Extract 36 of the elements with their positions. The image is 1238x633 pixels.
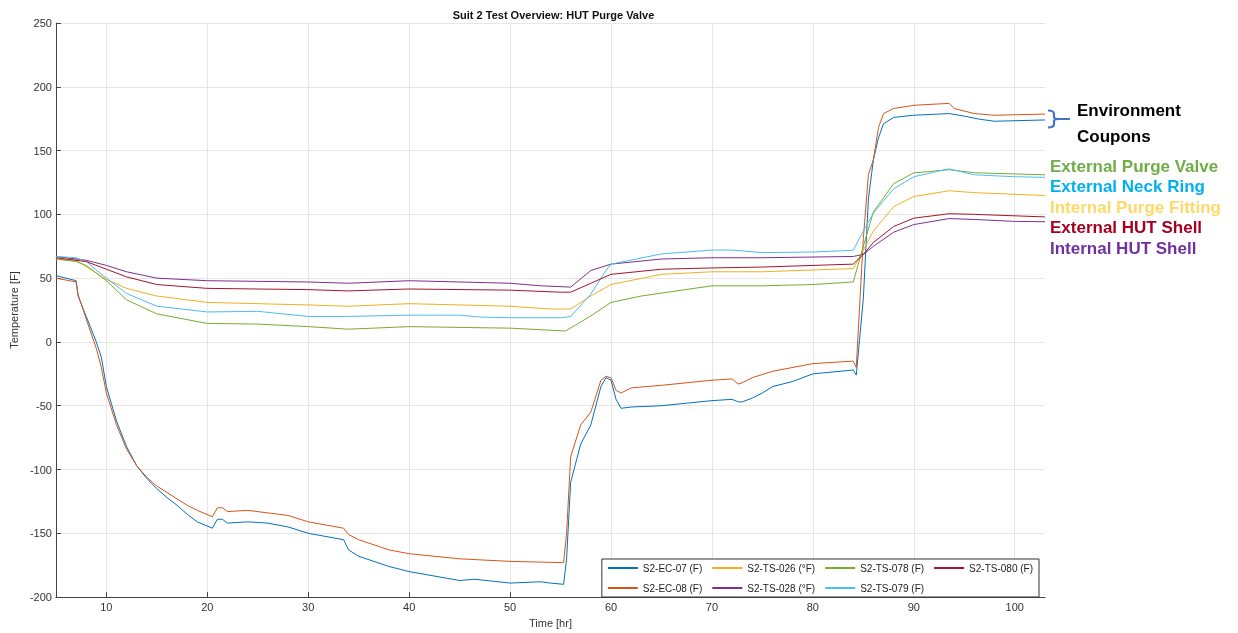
text: Internal Purge Fitting [1050,197,1221,217]
chart-title: Suit 2 Test Overview: HUT Purge Valve [452,8,655,21]
x-tick-label: 40 [403,600,416,613]
x-tick-label: 80 [806,600,819,613]
y-tick-label: 50 [39,272,52,285]
legend-label: S2-TS-080 (F) [969,562,1033,574]
legend-label: S2-TS-078 (F) [860,562,925,574]
text: External HUT Shell [1050,218,1203,237]
x-tick-label: 60 [604,600,618,613]
x-tick-label: 70 [705,600,719,613]
y-tick-label: 0 [45,335,52,348]
x-tick-label: 10 [100,600,113,613]
y-tick-label: 250 [33,17,52,29]
legend-label: S2-TS-026 (°F) [747,562,816,574]
x-tick-label: 20 [201,600,214,613]
y-tick-label: -150 [29,527,52,540]
y-axis-title: Temperature [F] [7,271,20,349]
y-tick-label: 100 [33,208,52,221]
legend-label: S2-TS-028 (°F) [747,582,816,594]
text: Internal HUT Shell [1050,238,1197,258]
x-tick-label: 30 [302,600,315,613]
legend-label: S2-TS-079 (F) [860,582,925,594]
y-tick-label: -50 [36,399,52,412]
text: External Purge Valve [1050,156,1219,176]
text: Environment Coupons [1077,100,1182,146]
legend-label: S2-EC-07 (F) [642,562,703,574]
text: External Neck Ring [1050,177,1205,196]
x-tick-label: 50 [503,600,517,613]
legend-label: S2-EC-08 (F) [642,582,703,594]
y-tick-label: 200 [33,80,52,93]
y-tick-label: -200 [29,591,52,604]
y-tick-label: 150 [33,144,52,157]
x-axis-title: Time [hr] [528,616,572,629]
x-tick-label: 100 [1005,600,1024,613]
x-tick-label: 90 [907,600,920,613]
y-tick-label: -100 [29,463,52,476]
